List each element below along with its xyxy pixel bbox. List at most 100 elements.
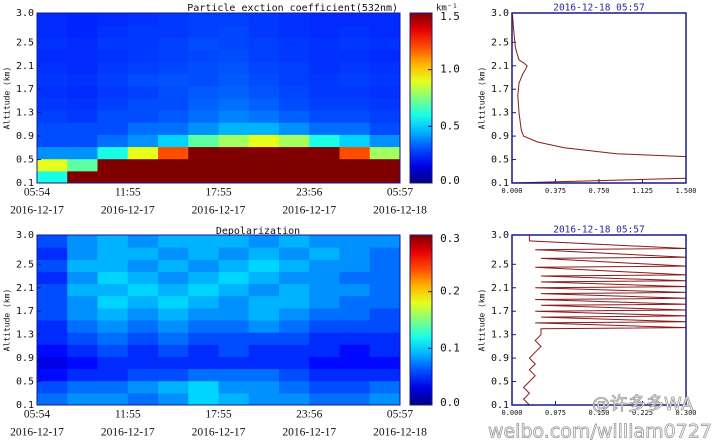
x-tick-label: 05:54 [24,409,50,421]
heatmap-cell [37,320,68,333]
heatmap-cell [37,158,68,172]
heatmap-cell [67,356,98,370]
heatmap-cell [248,356,280,370]
heatmap-cell [339,332,371,345]
heatmap-cell [339,356,371,370]
heatmap-cell [248,122,280,135]
heatmap-cell [369,380,401,394]
heatmap-cell [279,307,310,321]
heatmap-cell [127,110,159,123]
heatmap-cell [248,158,280,172]
heatmap-cell [188,85,219,99]
heatmap-cell [188,380,219,394]
heatmap-cell [97,85,129,99]
x-date-label: 2016-12-18 [373,205,427,217]
x-date-label: 2016-12-17 [101,427,155,439]
y-tick-label: 0.5 [16,155,34,166]
heatmap-cell [67,247,98,260]
heatmap-cell [67,332,98,345]
heatmap-cell [339,235,371,248]
y-tick-label: 2.5 [16,37,34,48]
heatmap-cell [188,25,219,38]
heatmap-cell [127,307,159,321]
heatmap-cell [339,283,371,297]
colorbar [409,12,433,184]
heatmap-cell [279,344,310,357]
heatmap-cell [248,85,280,99]
heatmap-cell [37,98,68,111]
heatmap-cell [369,37,401,50]
heatmap-cell [339,85,371,99]
heatmap-cell [248,73,280,87]
heatmap-cell [188,61,219,75]
colorbar-unit: km⁻¹ [436,4,458,14]
heatmap-cell [127,122,159,135]
heatmap-cell [97,283,129,297]
heatmap-cell [218,307,250,321]
heatmap-cell [37,110,68,123]
heatmap-cell [309,356,340,370]
heatmap-cell [369,146,401,160]
heatmap-cell [369,134,401,148]
heatmap-cell [158,25,189,38]
heatmap-cell [309,170,340,184]
profile-line [512,13,686,183]
heatmap-cell [127,85,159,99]
colorbar-tick-label: 0.0 [440,396,460,409]
heatmap-cell [67,13,98,26]
heatmap-cell [279,332,310,345]
heatmap-cell [67,158,98,172]
heatmap-cell [158,61,189,75]
y-tick-label: 0.1 [491,400,509,411]
watermark-url: weibo.com/william0727 [488,421,712,443]
heatmap-cell [309,368,340,382]
heatmap-cell [37,307,68,321]
heatmap-cell [37,13,68,26]
chart-title: Depolarization [216,226,300,237]
heatmap-cell [248,344,280,357]
heatmap-cell [37,146,68,160]
heatmap-cell [248,49,280,63]
y-tick-label: 1.3 [491,330,509,341]
heatmap-cell [158,392,189,406]
heatmap-cell [37,247,68,260]
y-tick-label: 0.1 [16,400,34,411]
heatmap-cell [279,247,310,260]
heatmap-cell [218,170,250,184]
heatmap-cell [127,392,159,406]
heatmap-cell [97,307,129,321]
heatmap-cell [97,356,129,370]
heatmap-cell [218,85,250,99]
heatmap-cell [67,271,98,285]
heatmap-cell [369,247,401,260]
heatmap-cell [188,13,219,26]
x-date-label: 2016-12-18 [373,427,427,439]
x-date-label: 2016-12-17 [282,205,336,217]
heatmap-cell [97,368,129,382]
heatmap-cell [67,295,98,309]
heatmap-cell [369,98,401,111]
heatmap-cell [279,25,310,38]
heatmap-cell [279,259,310,272]
heatmap-cell [218,271,250,285]
heatmap-cell [37,295,68,309]
heatmap-cell [339,307,371,321]
x-tick-label: 11:55 [115,187,141,199]
chart-title: Particle exction coefficient(532nm) [187,3,398,14]
heatmap-cell [369,158,401,172]
heatmap-cell [309,146,340,160]
x-tick-label: 23:56 [296,187,322,199]
colorbar-tick-label: 1.0 [440,63,460,76]
heatmap-cell [188,98,219,111]
y-tick-label: 2.1 [491,61,509,72]
heatmap-cell [248,380,280,394]
heatmap-cell [37,25,68,38]
heatmap-cell [279,235,310,248]
heatmap-cell [369,368,401,382]
heatmap-cell [339,295,371,309]
y-tick-label: 3.0 [491,230,509,241]
heatmap-cell [188,295,219,309]
heatmap-cell [369,295,401,309]
